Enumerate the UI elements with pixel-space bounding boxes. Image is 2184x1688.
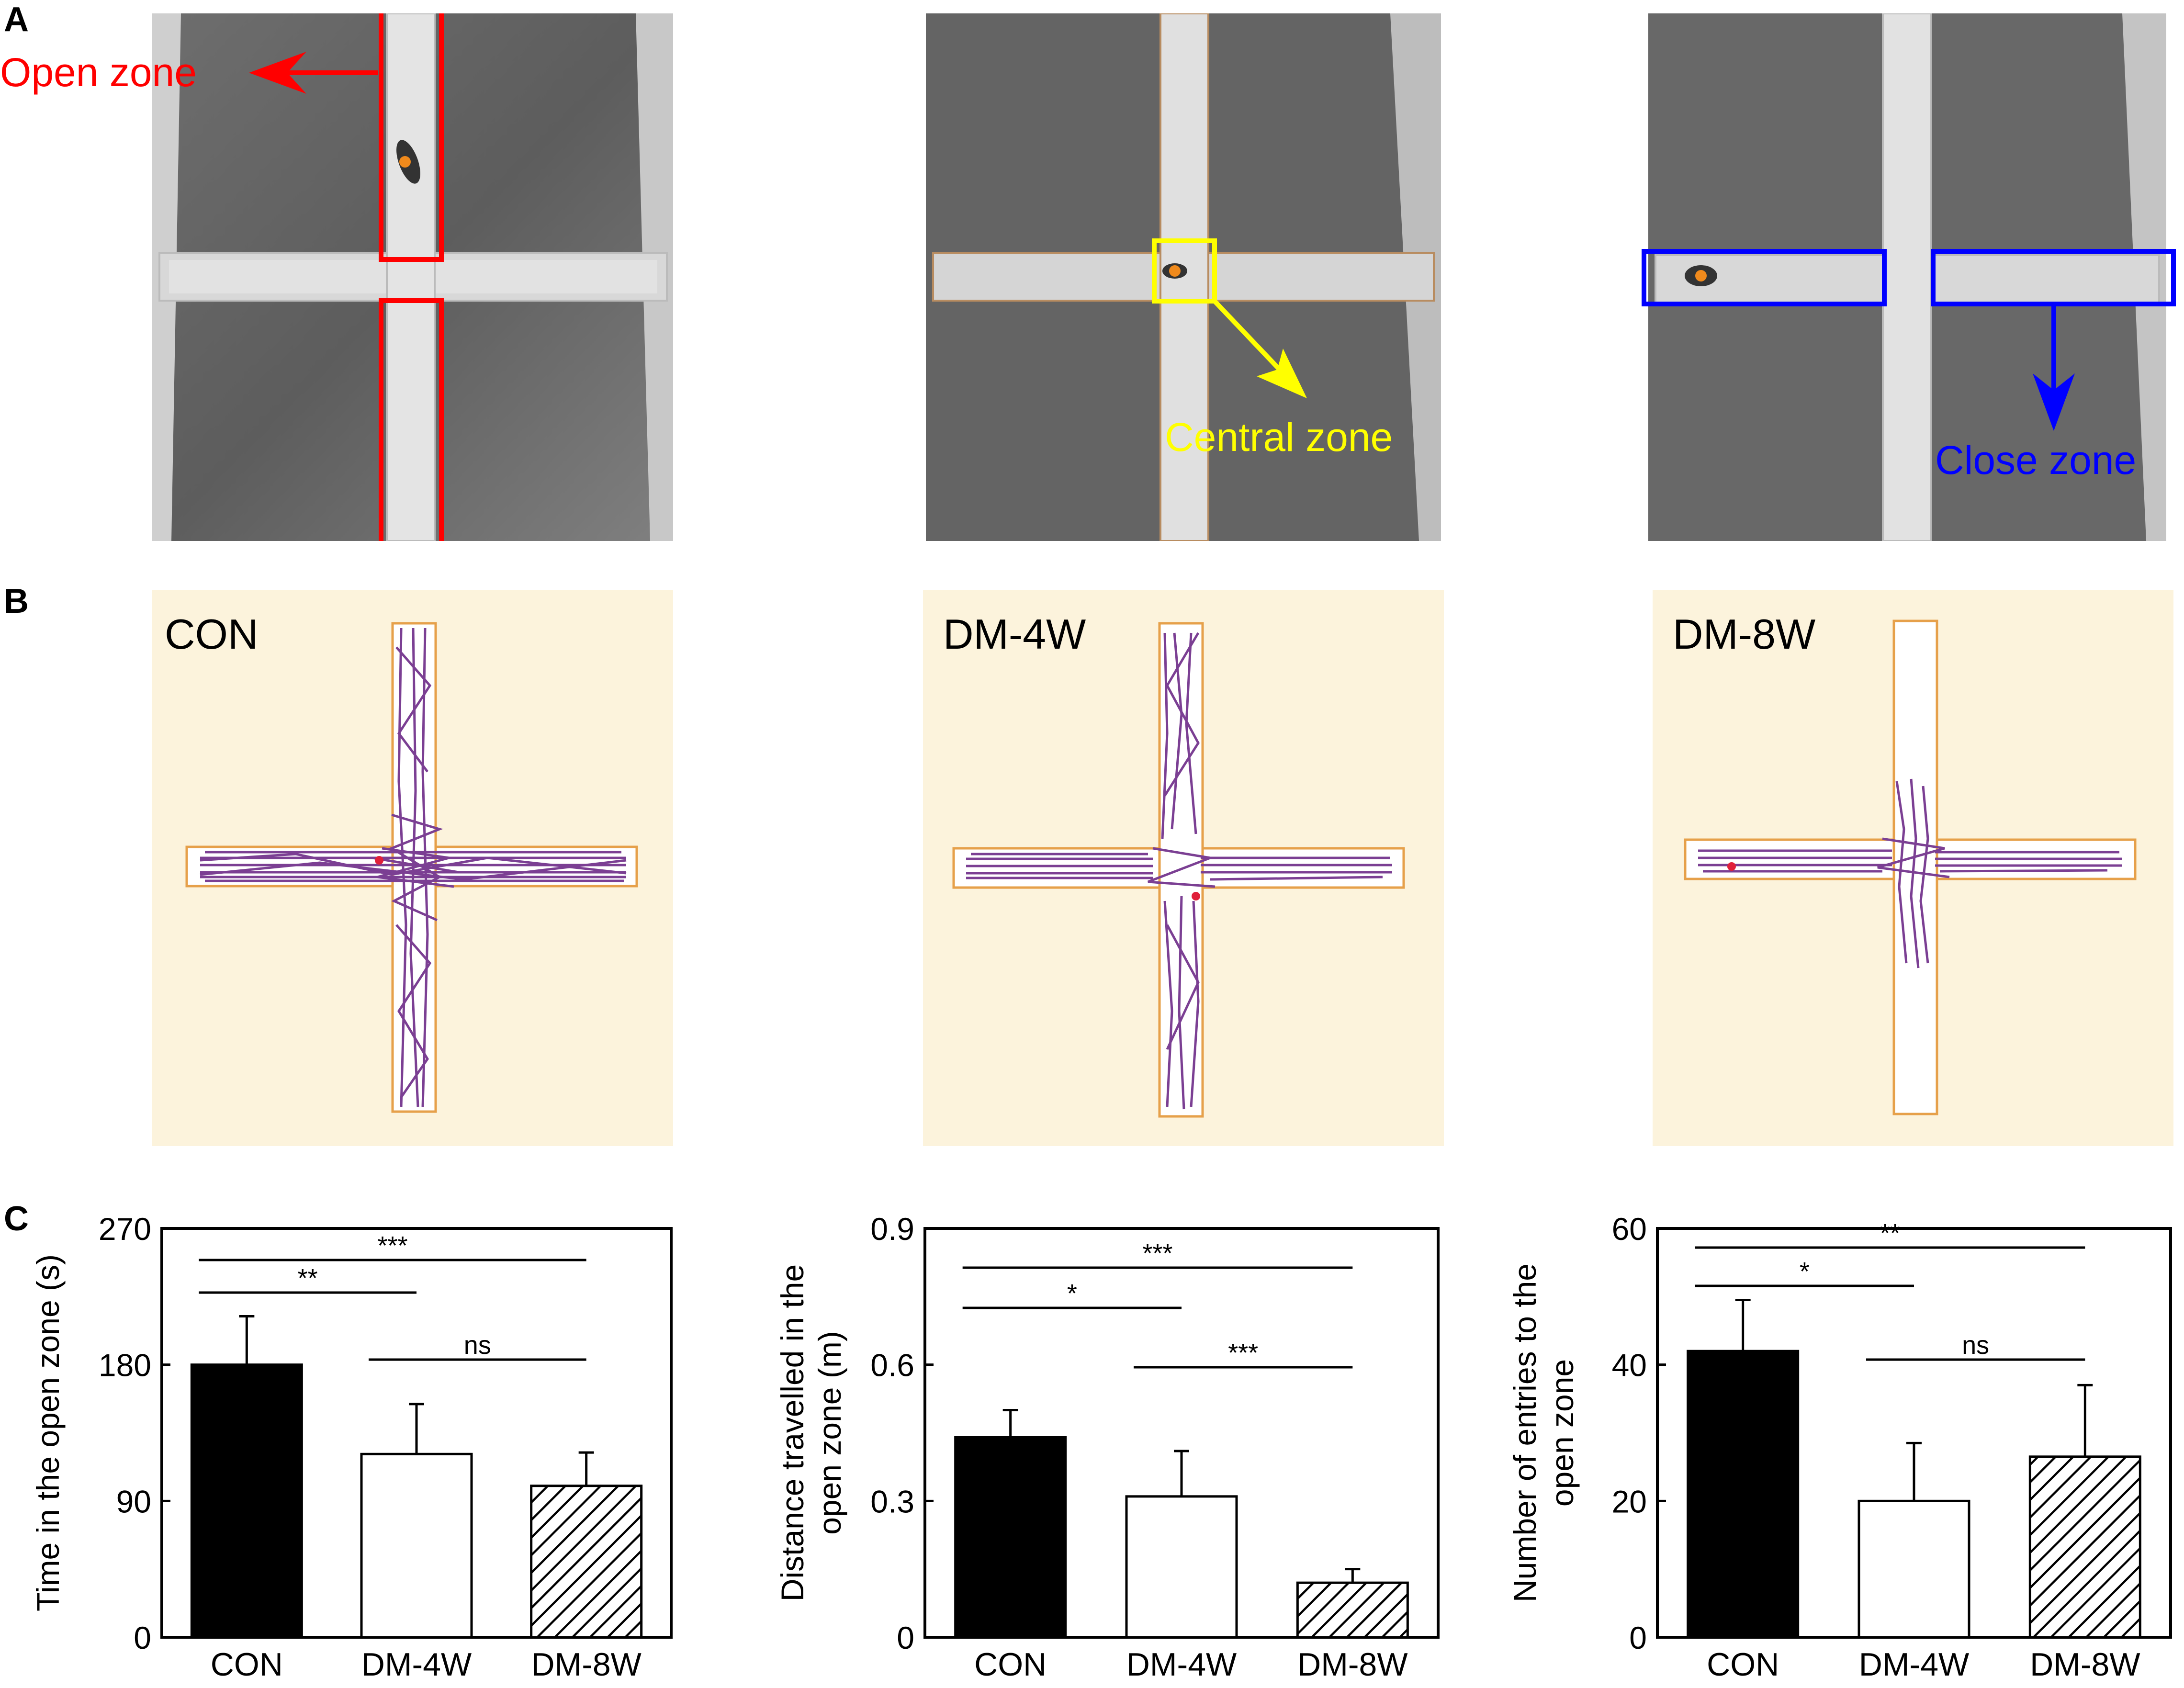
category-label: CON	[211, 1646, 283, 1683]
close-zone-label: Close zone	[1935, 438, 2136, 483]
y-axis-label: open zone	[1544, 1359, 1580, 1507]
bar-dm-8w	[2028, 1455, 2141, 1639]
category-label: DM-8W	[2030, 1646, 2140, 1683]
track-arena-con	[185, 622, 638, 1113]
central-zone-arrowhead	[1257, 349, 1307, 398]
y-tick-label: 0.3	[870, 1484, 914, 1519]
track-label-dm4w: DM-4W	[943, 610, 1086, 658]
central-zone-arrow	[1213, 299, 1290, 380]
category-label: CON	[1707, 1646, 1779, 1683]
category-label: DM-8W	[531, 1646, 641, 1683]
bar-dm-8w	[530, 1485, 643, 1639]
y-tick-label: 40	[1612, 1348, 1647, 1383]
significance-label: **	[1880, 1219, 1900, 1248]
significance-label: ***	[377, 1231, 407, 1260]
significance-label: *	[1067, 1279, 1077, 1308]
panel-letter-b: B	[4, 582, 29, 620]
y-tick-label: 0	[134, 1620, 151, 1655]
y-tick-label: 0.9	[870, 1211, 914, 1247]
y-axis-label: open zone (m)	[812, 1331, 847, 1535]
bar-con	[190, 1363, 303, 1639]
bar-dm-4w	[360, 1452, 473, 1639]
track-label-dm8w: DM-8W	[1673, 610, 1816, 658]
close-zone-box-left	[1642, 249, 1887, 306]
bar-charts: 0 90 180 270 Time in the open zone (s) CON DM-…	[30, 1211, 2172, 1683]
open-zone-label: Open zone	[0, 50, 197, 95]
category-label: CON	[974, 1646, 1047, 1683]
y-axis-label: Time in the open zone (s)	[30, 1254, 66, 1611]
track-arena-dm4w	[952, 622, 1405, 1118]
category-label: DM-4W	[361, 1646, 472, 1683]
maze-photo-1	[152, 13, 673, 541]
significance-label: *	[1800, 1257, 1810, 1286]
photo-close-zone	[1648, 13, 2166, 541]
significance-label: ns	[1962, 1331, 1989, 1360]
y-tick-label: 0	[1629, 1620, 1647, 1655]
y-tick-label: 90	[116, 1484, 151, 1519]
significance-label: **	[298, 1264, 318, 1293]
zone-annotations: Open zone Central zone Close zone	[0, 50, 2176, 483]
track-plot-con: CON	[152, 590, 673, 1146]
close-zone-box-right	[1931, 249, 2176, 306]
bar-con	[1687, 1350, 1800, 1639]
track-plot-dm8w: DM-8W	[1653, 590, 2173, 1146]
y-tick-label: 0.6	[870, 1348, 914, 1383]
track-label-con: CON	[165, 610, 259, 658]
significance-label: ***	[1228, 1339, 1258, 1367]
y-axis-label: Distance travelled in the	[775, 1264, 810, 1601]
y-tick-label: 20	[1612, 1484, 1647, 1519]
y-tick-label: 270	[99, 1211, 151, 1247]
bar-con	[954, 1436, 1067, 1639]
open-zone-arrowhead	[249, 52, 306, 94]
category-label: DM-4W	[1126, 1646, 1237, 1683]
bar-dm-4w	[1125, 1495, 1238, 1639]
y-axis-label: Number of entries to the	[1507, 1263, 1542, 1602]
photo-central-zone	[926, 13, 1441, 541]
y-tick-label: 0	[897, 1620, 914, 1655]
significance-label: ns	[464, 1331, 491, 1360]
photo-open-zone	[152, 13, 673, 541]
panel-letter-c: C	[4, 1200, 29, 1238]
central-zone-label: Central zone	[1165, 415, 1393, 460]
y-tick-label: 60	[1612, 1211, 1647, 1247]
maze-photo-3	[1648, 13, 2166, 541]
category-label: DM-8W	[1297, 1646, 1407, 1683]
open-zone-highlight	[379, 13, 444, 541]
significance-label: ***	[1142, 1239, 1172, 1268]
bar-dm-8w	[1296, 1581, 1409, 1639]
track-plot-dm4w: DM-4W	[923, 590, 1444, 1146]
close-zone-arrowhead	[2033, 373, 2075, 431]
category-label: DM-4W	[1859, 1646, 1969, 1683]
bar-dm-4w	[1858, 1499, 1970, 1639]
y-tick-label: 180	[99, 1348, 151, 1383]
track-arena-dm8w	[1684, 619, 2137, 1115]
maze-photo-2	[926, 13, 1441, 541]
panel-letter-a: A	[4, 0, 29, 39]
central-zone-box	[1152, 238, 1217, 304]
